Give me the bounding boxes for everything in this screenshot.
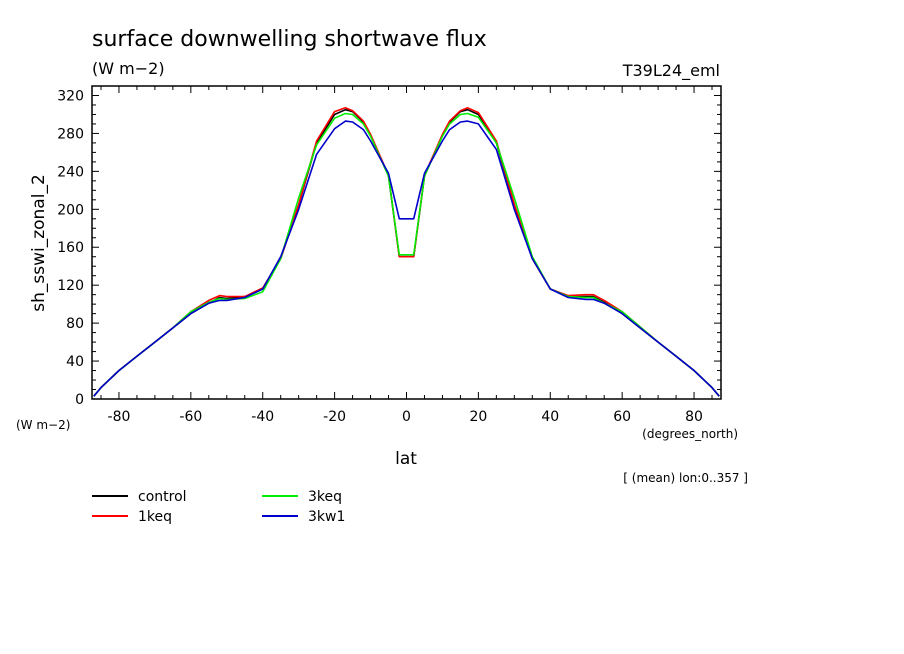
y-tick-label: 40 <box>66 354 84 370</box>
x-axis-units: (degrees_north) <box>642 427 738 441</box>
legend-label-control: control <box>138 489 187 505</box>
chart-subtitle: (W m−2) <box>92 59 165 78</box>
series-line-control <box>93 108 720 397</box>
y-tick-label: 80 <box>66 316 84 332</box>
plot-frame <box>91 85 722 400</box>
y-tick-label: 200 <box>57 202 84 218</box>
y-tick-label: 160 <box>57 240 84 256</box>
x-axis-label: lat <box>395 449 417 469</box>
legend-label-3kw1: 3kw1 <box>308 509 345 525</box>
y-axis-units: (W m−2) <box>16 418 70 432</box>
x-tick-label: -40 <box>251 409 274 425</box>
chart-title: surface downwelling shortwave flux <box>92 27 487 52</box>
x-tick-label: -80 <box>108 409 131 425</box>
series-line-3keq <box>93 112 720 397</box>
x-tick-label: -60 <box>179 409 202 425</box>
x-tick-label: 60 <box>613 409 631 425</box>
experiment-label: T39L24_eml <box>622 61 720 81</box>
x-tick-label: -20 <box>323 409 346 425</box>
y-tick-label: 0 <box>75 392 84 408</box>
legend-label-1keq: 1keq <box>138 509 172 525</box>
x-tick-label: 80 <box>685 409 703 425</box>
plot-series <box>93 107 720 397</box>
y-tick-label: 280 <box>57 126 84 142</box>
series-line-1keq <box>93 107 720 397</box>
y-axis: 0 40 80 120 160 200 240 280 320 <box>57 88 721 408</box>
x-tick-label: 0 <box>402 409 411 425</box>
y-tick-label: 120 <box>57 278 84 294</box>
mean-note: [ (mean) lon:0..357 ] <box>623 471 748 485</box>
legend-label-3keq: 3keq <box>308 489 342 505</box>
y-tick-label: 320 <box>57 88 84 104</box>
y-tick-label: 240 <box>57 164 84 180</box>
x-tick-label: 20 <box>469 409 487 425</box>
x-tick-label: 40 <box>541 409 559 425</box>
y-axis-label: sh_sswi_zonal_2 <box>29 174 49 312</box>
series-line-3kw1 <box>93 120 720 397</box>
legend: control 1keq 3keq 3kw1 <box>92 489 345 525</box>
x-axis: -80 -60 -40 -20 0 20 40 60 80 <box>100 86 713 425</box>
